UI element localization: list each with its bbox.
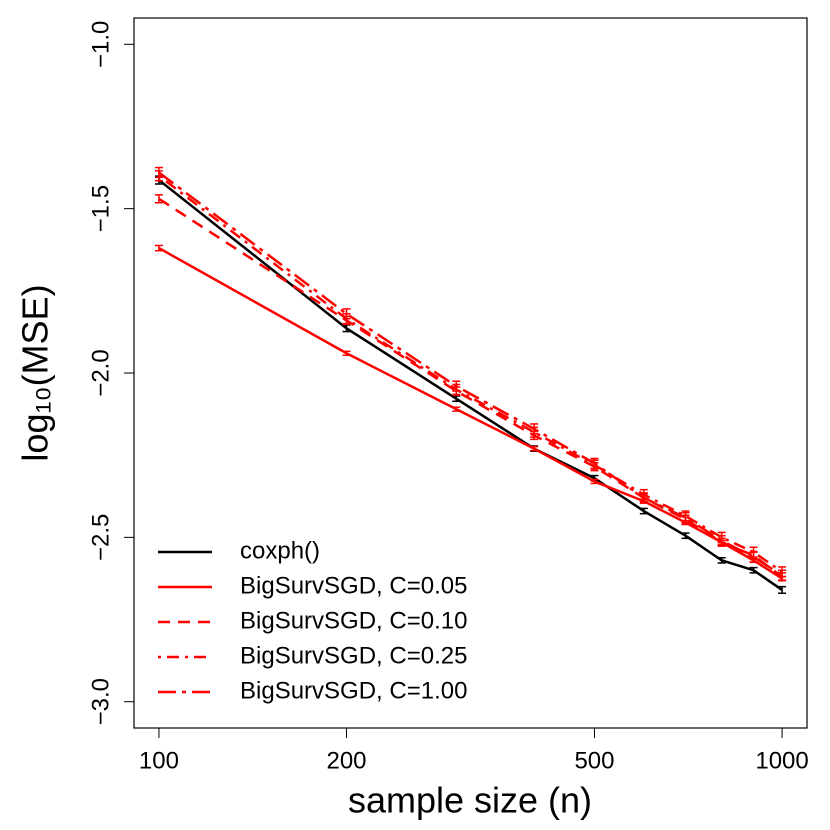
x-tick-label: 1000 xyxy=(755,747,808,774)
error-bar xyxy=(590,457,599,470)
error-bar xyxy=(342,308,351,320)
series-line xyxy=(158,247,783,580)
legend-label: BigSurvSGD, C=0.10 xyxy=(240,607,467,634)
x-tick-label: 500 xyxy=(574,747,614,774)
error-bar xyxy=(154,166,163,179)
error-bar xyxy=(154,244,163,252)
error-bar xyxy=(452,380,461,392)
plot-frame xyxy=(133,17,808,729)
error-bar xyxy=(639,507,648,515)
error-bar xyxy=(590,478,599,485)
x-tick-label: 100 xyxy=(139,747,179,774)
series-line xyxy=(158,179,783,591)
series-line xyxy=(158,197,783,578)
legend-label: BigSurvSGD, C=0.25 xyxy=(240,642,467,669)
error-bar xyxy=(749,566,758,574)
error-bar xyxy=(639,492,648,504)
y-tick-label: −1.5 xyxy=(87,185,114,232)
legend-label: BigSurvSGD, C=0.05 xyxy=(240,572,467,599)
error-bar xyxy=(452,395,461,403)
error-bar xyxy=(530,423,539,435)
legend-label: coxph() xyxy=(240,537,320,564)
x-tick-label: 200 xyxy=(326,747,366,774)
error-bar xyxy=(681,532,690,540)
error-bar xyxy=(778,569,787,581)
error-bar xyxy=(717,534,726,547)
error-bar xyxy=(530,445,539,452)
error-bar xyxy=(749,551,758,563)
legend-label: BigSurvSGD, C=1.00 xyxy=(240,677,467,704)
series-line xyxy=(158,171,783,577)
error-bar xyxy=(342,350,351,356)
y-tick-label: −2.0 xyxy=(87,349,114,396)
error-bar xyxy=(681,511,690,524)
error-bar xyxy=(154,194,163,204)
y-tick-label: −1.0 xyxy=(87,21,114,68)
error-bar xyxy=(778,585,787,594)
y-tick-label: −2.5 xyxy=(87,514,114,561)
x-axis-title: sample size (n) xyxy=(348,780,592,821)
error-bar xyxy=(717,556,726,564)
error-bar xyxy=(452,406,461,412)
y-tick-label: −3.0 xyxy=(87,678,114,725)
y-axis-title: log₁₀(MSE) xyxy=(15,284,56,461)
